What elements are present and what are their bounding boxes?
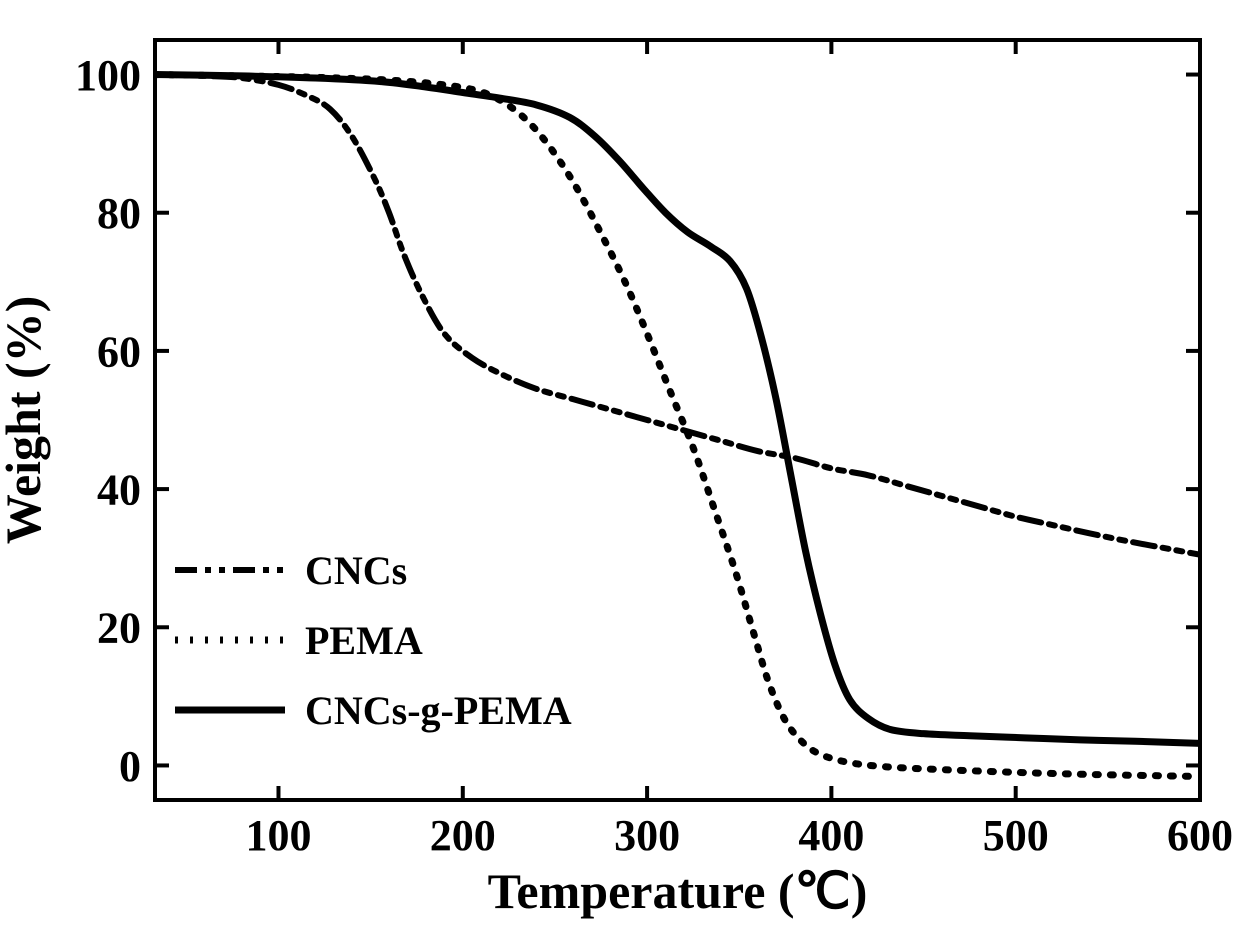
legend-label-pema: PEMA (305, 618, 423, 663)
y-tick-label: 100 (75, 51, 141, 100)
chart-svg: 100 200 300 400 500 600 0 20 40 60 80 100 Temperatur… (0, 0, 1240, 929)
x-tick-label: 300 (614, 811, 680, 860)
y-axis-label: Weight (%) (0, 296, 51, 545)
tga-chart: 100 200 300 400 500 600 0 20 40 60 80 100 Temperatur… (0, 0, 1240, 929)
x-tick-label: 400 (798, 811, 864, 860)
x-tick-label: 600 (1167, 811, 1233, 860)
legend-label-graft: CNCs-g-PEMA (305, 688, 572, 733)
y-tick-label: 60 (97, 327, 141, 376)
y-tick-label: 80 (97, 189, 141, 238)
x-tick-label: 200 (430, 811, 496, 860)
legend-label-cncs: CNCs (305, 548, 407, 593)
y-tick-label: 40 (97, 465, 141, 514)
x-tick-label: 500 (983, 811, 1049, 860)
y-tick-label: 0 (119, 742, 141, 791)
x-axis-label: Temperature (℃) (488, 863, 868, 919)
x-tick-label: 100 (245, 811, 311, 860)
y-tick-label: 20 (97, 604, 141, 653)
